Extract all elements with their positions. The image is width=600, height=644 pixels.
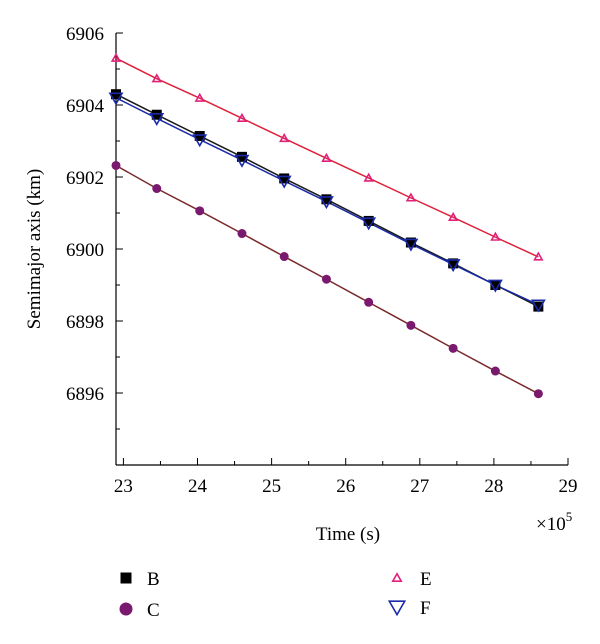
series-point-e	[447, 211, 459, 221]
x-tick-label: 27	[410, 476, 429, 497]
legend-marker-f	[387, 600, 407, 617]
series-point-b	[111, 89, 121, 100]
x-tick-label: 24	[188, 476, 208, 497]
series-point-e	[321, 152, 332, 162]
x-tick-label: 25	[262, 476, 281, 497]
legend-marker-c	[119, 602, 133, 616]
series-point-f	[487, 279, 503, 293]
series-point-b	[363, 215, 374, 226]
series-point-b	[321, 194, 332, 205]
series-point-f	[192, 134, 208, 148]
legend-label-f: F	[420, 598, 431, 619]
legend-marker-e	[391, 572, 403, 582]
series-point-b	[405, 237, 416, 248]
series-point-c	[279, 252, 289, 262]
legend-label-b: B	[147, 569, 160, 590]
series-markers	[108, 52, 546, 399]
series-point-b	[533, 301, 544, 312]
x-axis-multiplier-exponent: 5	[566, 509, 573, 524]
series-point-b	[236, 151, 247, 162]
series-point-b	[490, 280, 501, 290]
series-point-e	[110, 52, 122, 62]
x-tick-label: 26	[336, 476, 355, 497]
series-point-c	[111, 160, 121, 170]
series-point-b	[194, 130, 205, 141]
series-point-e	[405, 192, 417, 202]
series-point-f	[234, 154, 250, 168]
series-point-c	[406, 320, 416, 330]
x-tick-label: 29	[559, 476, 578, 497]
series-point-c	[533, 389, 543, 399]
x-axis-multiplier: ×105	[536, 509, 572, 535]
series-point-e	[533, 251, 544, 261]
series-point-e	[236, 112, 248, 122]
y-tick-label: 6900	[66, 240, 104, 261]
series-point-f	[149, 112, 165, 126]
series-point-e	[363, 172, 374, 182]
y-tick-label: 6896	[66, 384, 104, 405]
y-tick-label: 6906	[66, 24, 104, 45]
y-tick-label: 6902	[66, 168, 104, 189]
series-point-f	[530, 299, 546, 313]
series-point-c	[152, 184, 162, 194]
series-point-e	[151, 73, 162, 83]
series-line-e	[115, 57, 539, 258]
series-point-c	[195, 206, 205, 216]
y-tick-label: 6898	[66, 312, 104, 333]
series-point-e	[278, 133, 290, 143]
series-point-f	[108, 92, 124, 106]
y-tick-label: 6904	[66, 96, 105, 117]
series-lines	[115, 57, 539, 395]
series-point-f	[403, 238, 419, 252]
series-point-c	[448, 343, 458, 353]
series-point-c	[237, 229, 247, 239]
legend-marker-b	[120, 572, 132, 584]
series-point-c	[321, 274, 331, 284]
legend-label-e: E	[420, 569, 432, 590]
y-axis-title: Semimajor axis (km)	[24, 169, 45, 329]
series-point-f	[361, 217, 377, 231]
series-point-b	[279, 173, 290, 184]
series-point-b	[151, 109, 162, 120]
axes: 6896 6898 6900 6902 6904 6906 23 24 25 26 27 28 29	[66, 24, 578, 497]
series-point-e	[194, 92, 205, 102]
legend: BC EF	[119, 569, 432, 621]
x-tick-label: 23	[114, 476, 133, 497]
series-point-c	[490, 366, 500, 376]
series-point-e	[490, 231, 501, 241]
series-point-f	[445, 259, 461, 273]
x-axis-multiplier-base: ×10	[536, 514, 566, 535]
series-point-b	[448, 258, 459, 269]
legend-label-c: C	[147, 600, 160, 621]
series-point-f	[319, 196, 334, 210]
series-point-c	[364, 297, 374, 307]
x-axis-title: Time (s)	[316, 524, 380, 545]
series-point-f	[276, 175, 292, 189]
x-tick-label: 28	[484, 476, 503, 497]
